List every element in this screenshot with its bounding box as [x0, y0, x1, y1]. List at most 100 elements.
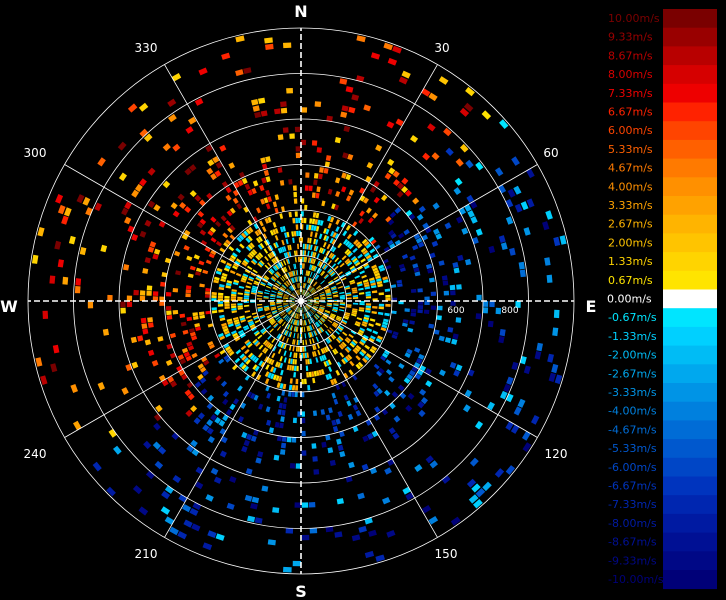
- velocity-gate-1901: [205, 144, 213, 153]
- velocity-gate-73: [315, 226, 320, 232]
- velocity-gate-1525: [276, 301, 282, 303]
- velocity-gate-904: [382, 497, 391, 505]
- velocity-gate-1923: [237, 179, 244, 187]
- velocity-gate-1959: [290, 271, 293, 277]
- velocity-gate-1977: [221, 52, 231, 60]
- velocity-gate-1893: [267, 245, 272, 252]
- velocity-gate-1987: [261, 163, 268, 170]
- velocity-gate-1233: [214, 417, 221, 424]
- velocity-gate-962: [313, 370, 317, 377]
- angle-label-210: 210: [135, 547, 158, 561]
- velocity-gate-627: [548, 372, 556, 383]
- velocity-gate-28: [311, 140, 318, 146]
- velocity-gate-1375: [250, 325, 256, 330]
- velocity-gate-249: [310, 287, 314, 292]
- velocity-gate-1079: [298, 307, 300, 313]
- velocity-gate-1326: [153, 413, 162, 422]
- velocity-gate-986: [302, 320, 304, 326]
- velocity-gate-2010: [286, 231, 290, 238]
- velocity-gate-305: [337, 271, 343, 276]
- velocity-gate-1754: [232, 252, 238, 258]
- velocity-gate-174: [317, 268, 321, 274]
- velocity-gate-801: [357, 361, 364, 368]
- velocity-gate-1499: [276, 303, 282, 305]
- velocity-gate-1199: [220, 436, 228, 444]
- velocity-gate-202: [359, 210, 365, 217]
- velocity-gate-1224: [207, 436, 215, 444]
- range-label-800: 800: [501, 306, 518, 316]
- velocity-gate-1921: [261, 226, 267, 233]
- velocity-gate-1760: [118, 172, 127, 182]
- velocity-gate-859: [343, 372, 349, 379]
- velocity-gate-434: [488, 245, 496, 254]
- velocity-gate-255: [355, 241, 361, 247]
- velocity-gate-271: [460, 143, 469, 153]
- velocity-gate-1583: [185, 289, 192, 294]
- velocity-gate-958: [325, 414, 331, 421]
- velocity-gate-1088: [282, 383, 287, 390]
- velocity-gate-1344: [285, 308, 291, 312]
- velocity-gate-1290: [241, 355, 247, 361]
- velocity-gate-417: [412, 263, 419, 269]
- velocity-gate-806: [305, 305, 309, 310]
- velocity-gate-60: [314, 219, 318, 225]
- velocity-gate-1861: [271, 259, 276, 265]
- velocity-gate-96: [304, 283, 307, 289]
- velocity-gate-482: [358, 292, 365, 295]
- velocity-gate-1961: [285, 259, 289, 265]
- velocity-gate-1874: [272, 258, 277, 264]
- velocity-gate-1132: [277, 362, 281, 368]
- velocity-gate-1441: [166, 343, 173, 350]
- velocity-gate-1932: [273, 242, 277, 249]
- velocity-gate-693: [363, 334, 369, 340]
- spoke-240: [64, 300, 302, 438]
- velocity-gate-398: [475, 228, 483, 236]
- velocity-gate-1371: [167, 376, 175, 383]
- velocity-gate-1442: [147, 349, 155, 357]
- spoke-120: [300, 300, 538, 438]
- velocity-gate-1193: [279, 334, 283, 340]
- velocity-gate-830: [327, 336, 333, 342]
- velocity-gate-1172: [213, 476, 222, 484]
- velocity-gate-1601: [250, 292, 257, 295]
- velocity-gate-199: [330, 253, 335, 259]
- velocity-gate-907: [316, 343, 320, 349]
- velocity-gate-440: [332, 291, 338, 295]
- velocity-gate-1586: [75, 278, 82, 286]
- velocity-gate-1260: [288, 310, 293, 315]
- velocity-gate-280: [455, 158, 464, 167]
- velocity-gate-1424: [253, 316, 259, 320]
- velocity-gate-1198: [240, 402, 247, 409]
- velocity-gate-1470: [276, 305, 283, 307]
- velocity-gate-467: [345, 292, 352, 295]
- velocity-gate-610: [382, 321, 388, 326]
- velocity-gate-1884: [207, 159, 215, 167]
- velocity-gate-1705: [76, 194, 85, 204]
- velocity-gate-1053: [296, 326, 299, 332]
- velocity-gate-378: [354, 275, 360, 279]
- velocity-gate-792: [405, 404, 413, 412]
- velocity-gate-1506: [198, 311, 205, 316]
- velocity-gate-581: [384, 312, 390, 317]
- velocity-gate-1472: [264, 307, 270, 311]
- velocity-gate-1454: [270, 307, 276, 310]
- velocity-gate-130: [345, 174, 352, 181]
- velocity-gate-1736: [183, 229, 191, 236]
- velocity-gate-65: [339, 78, 348, 85]
- velocity-gate-1298: [277, 318, 283, 323]
- velocity-gate-1098: [293, 326, 296, 332]
- velocity-gate-725: [306, 304, 311, 308]
- velocity-gate-690: [323, 313, 329, 317]
- velocity-gate-1843: [272, 266, 277, 272]
- velocity-gate-1742: [247, 265, 253, 270]
- velocity-gate-989: [305, 359, 308, 365]
- velocity-gate-1847: [226, 210, 233, 217]
- velocity-gate-358: [364, 265, 370, 270]
- velocity-gate-1890: [277, 262, 282, 268]
- velocity-gate-1084: [292, 339, 295, 345]
- velocity-gate-1206: [264, 356, 269, 362]
- velocity-gate-1099: [288, 345, 292, 351]
- velocity-gate-773: [305, 305, 310, 310]
- velocity-gate-931: [348, 461, 355, 469]
- velocity-gate-526: [424, 301, 430, 305]
